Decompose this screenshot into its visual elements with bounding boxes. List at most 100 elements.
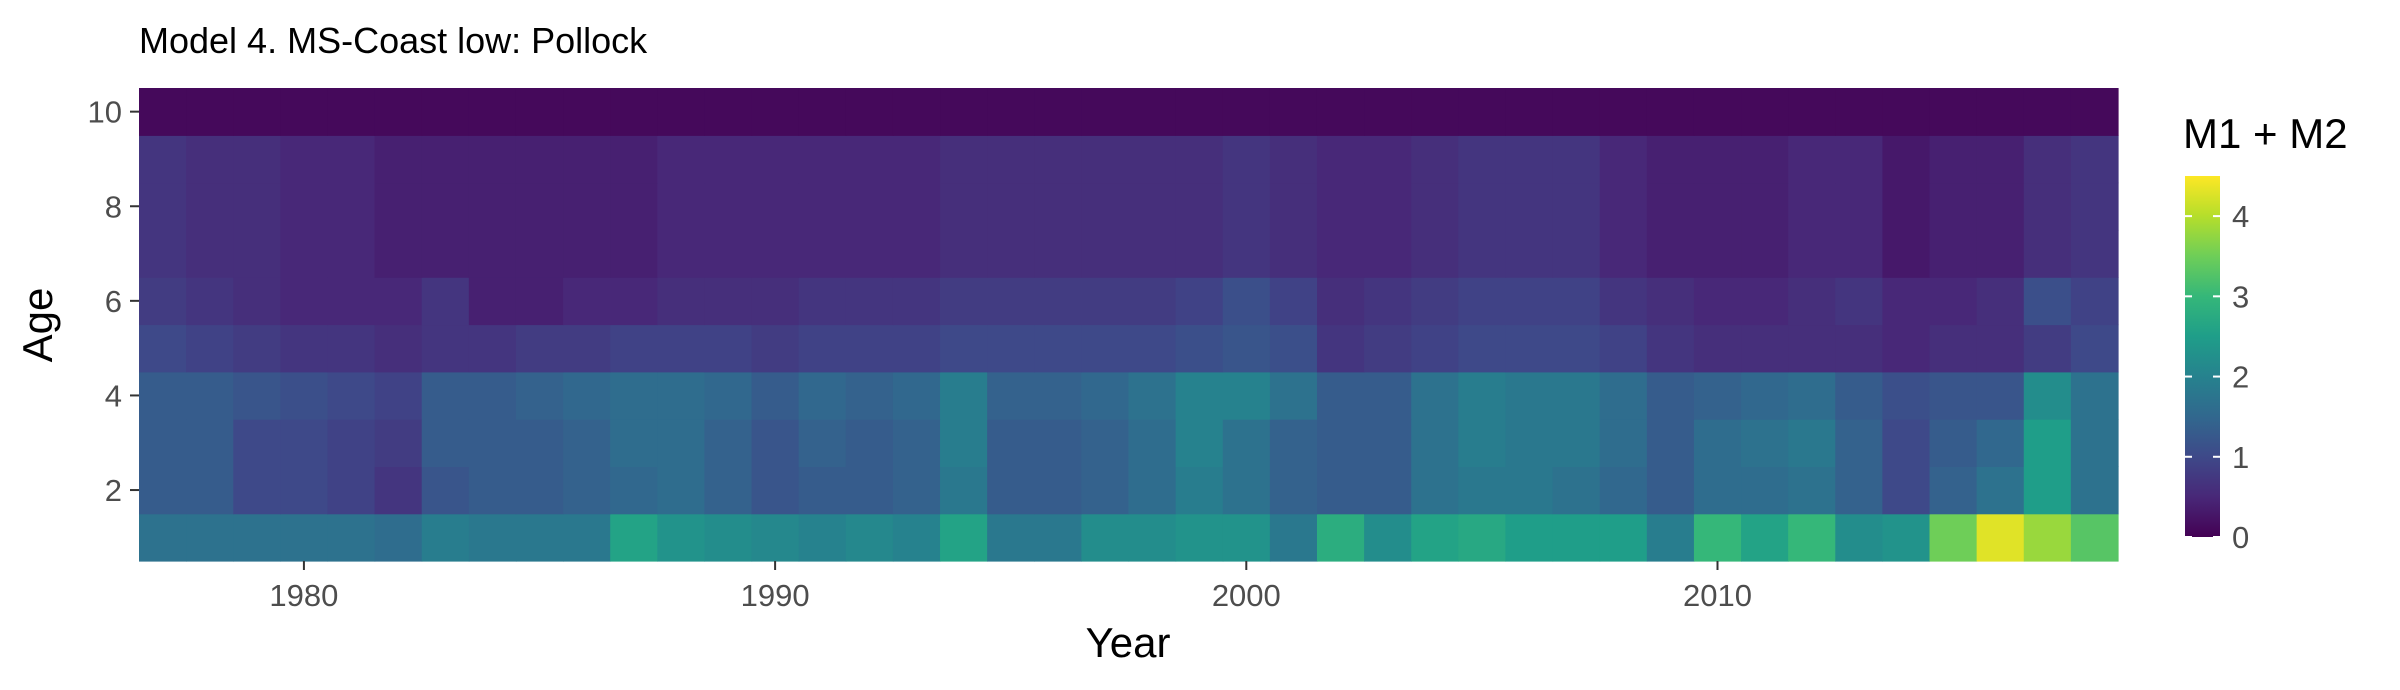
heatmap-cell xyxy=(751,324,800,373)
heatmap-cell xyxy=(186,88,234,136)
heatmap-cell xyxy=(657,88,706,136)
heatmap-cell xyxy=(2023,513,2072,562)
heatmap-cell xyxy=(1034,324,1082,373)
heatmap-cell xyxy=(327,135,376,184)
heatmap-cell xyxy=(1364,419,1412,467)
heatmap-cell xyxy=(1929,135,1978,184)
heatmap-cell xyxy=(1364,277,1412,326)
heatmap-cell xyxy=(1175,229,1224,278)
heatmap-cell xyxy=(1269,182,1318,231)
heatmap-cell xyxy=(1976,513,2025,562)
heatmap-cell xyxy=(845,277,894,326)
heatmap-cell xyxy=(845,419,894,467)
heatmap-cell xyxy=(845,324,894,373)
heatmap-cell xyxy=(374,419,423,467)
heatmap-cell xyxy=(280,135,329,184)
heatmap-cell xyxy=(1175,466,1224,515)
heatmap-cell xyxy=(610,277,658,326)
heatmap-cell xyxy=(2023,135,2072,184)
heatmap-cell xyxy=(1222,419,1271,467)
heatmap-cell xyxy=(798,229,847,278)
x-axis-title: Year xyxy=(1086,619,1171,666)
heatmap-cell xyxy=(1316,419,1365,467)
heatmap-cell xyxy=(1269,229,1318,278)
heatmap-cell xyxy=(1222,88,1271,136)
heatmap-cell xyxy=(798,88,847,136)
heatmap-cell xyxy=(1175,371,1224,420)
legend-tick-label: 2 xyxy=(2232,360,2249,395)
heatmap-cell xyxy=(1364,229,1412,278)
heatmap-cell xyxy=(515,513,564,562)
heatmap-cell xyxy=(233,135,281,184)
heatmap-cell xyxy=(1505,371,1554,420)
heatmap-cell xyxy=(1034,513,1082,562)
heatmap-cell xyxy=(468,88,517,136)
heatmap-cell xyxy=(704,277,753,326)
heatmap-cell xyxy=(1411,88,1459,136)
heatmap-cell xyxy=(1646,277,1695,326)
heatmap-cell xyxy=(2023,419,2072,467)
heatmap-cell xyxy=(139,324,187,373)
heatmap-cell xyxy=(1835,419,1884,467)
heatmap-cell xyxy=(751,513,800,562)
heatmap-cell xyxy=(1552,513,1601,562)
heatmap-cell xyxy=(704,466,753,515)
heatmap-cell xyxy=(1081,419,1130,467)
heatmap-cell xyxy=(280,182,329,231)
heatmap-cell xyxy=(1222,229,1271,278)
color-legend: M1 + M2 0 1 2 3 4 xyxy=(2183,110,2348,555)
heatmap-cell xyxy=(1128,513,1177,562)
heatmap-cell xyxy=(1929,324,1978,373)
heatmap-cell xyxy=(374,229,423,278)
heatmap-cell xyxy=(1458,229,1507,278)
heatmap-cell xyxy=(1976,371,2025,420)
heatmap-cell xyxy=(1269,466,1318,515)
heatmap-cell xyxy=(139,466,187,515)
heatmap-cell xyxy=(421,419,470,467)
heatmap-cell xyxy=(657,324,706,373)
heatmap-cell xyxy=(657,229,706,278)
y-tick-label: 6 xyxy=(105,284,122,319)
heatmap-cell xyxy=(374,135,423,184)
heatmap-cell xyxy=(1552,324,1601,373)
heatmap-cell xyxy=(280,466,329,515)
heatmap-cell xyxy=(1835,182,1884,231)
heatmap-cell xyxy=(1646,135,1695,184)
heatmap-cell xyxy=(1458,513,1507,562)
heatmap-cell xyxy=(1034,88,1082,136)
heatmap-cell xyxy=(1599,466,1648,515)
heatmap-cell xyxy=(751,229,800,278)
heatmap-cell xyxy=(1269,277,1318,326)
heatmap-cell xyxy=(1175,324,1224,373)
heatmap-cell xyxy=(186,277,234,326)
heatmap-cell xyxy=(186,466,234,515)
legend-tick-label: 0 xyxy=(2232,520,2249,555)
heatmap-cell xyxy=(1741,466,1789,515)
heatmap-cell xyxy=(421,513,470,562)
heatmap-cell xyxy=(1411,182,1459,231)
heatmap-cell xyxy=(892,466,941,515)
heatmap-cell xyxy=(139,277,187,326)
heatmap-cell xyxy=(1364,513,1412,562)
heatmap-cell xyxy=(1364,135,1412,184)
heatmap-cell xyxy=(468,466,517,515)
heatmap-cell xyxy=(845,229,894,278)
heatmap-cell xyxy=(1175,419,1224,467)
heatmap-cell xyxy=(1835,229,1884,278)
heatmap-cell xyxy=(1741,229,1789,278)
heatmap-cell xyxy=(1646,229,1695,278)
heatmap-cell xyxy=(1976,324,2025,373)
heatmap-cell xyxy=(468,182,517,231)
heatmap-cell xyxy=(1552,371,1601,420)
x-tick-label: 2010 xyxy=(1683,578,1752,613)
heatmap-cell xyxy=(1316,135,1365,184)
y-axis: 2 4 6 8 10 xyxy=(88,95,139,508)
heatmap-cell xyxy=(515,229,564,278)
heatmap-cell xyxy=(1175,182,1224,231)
heatmap-cell xyxy=(1882,277,1931,326)
heatmap-cell xyxy=(563,88,611,136)
heatmap-cell xyxy=(940,88,988,136)
heatmap-cell xyxy=(1128,135,1177,184)
heatmap-cell xyxy=(515,135,564,184)
